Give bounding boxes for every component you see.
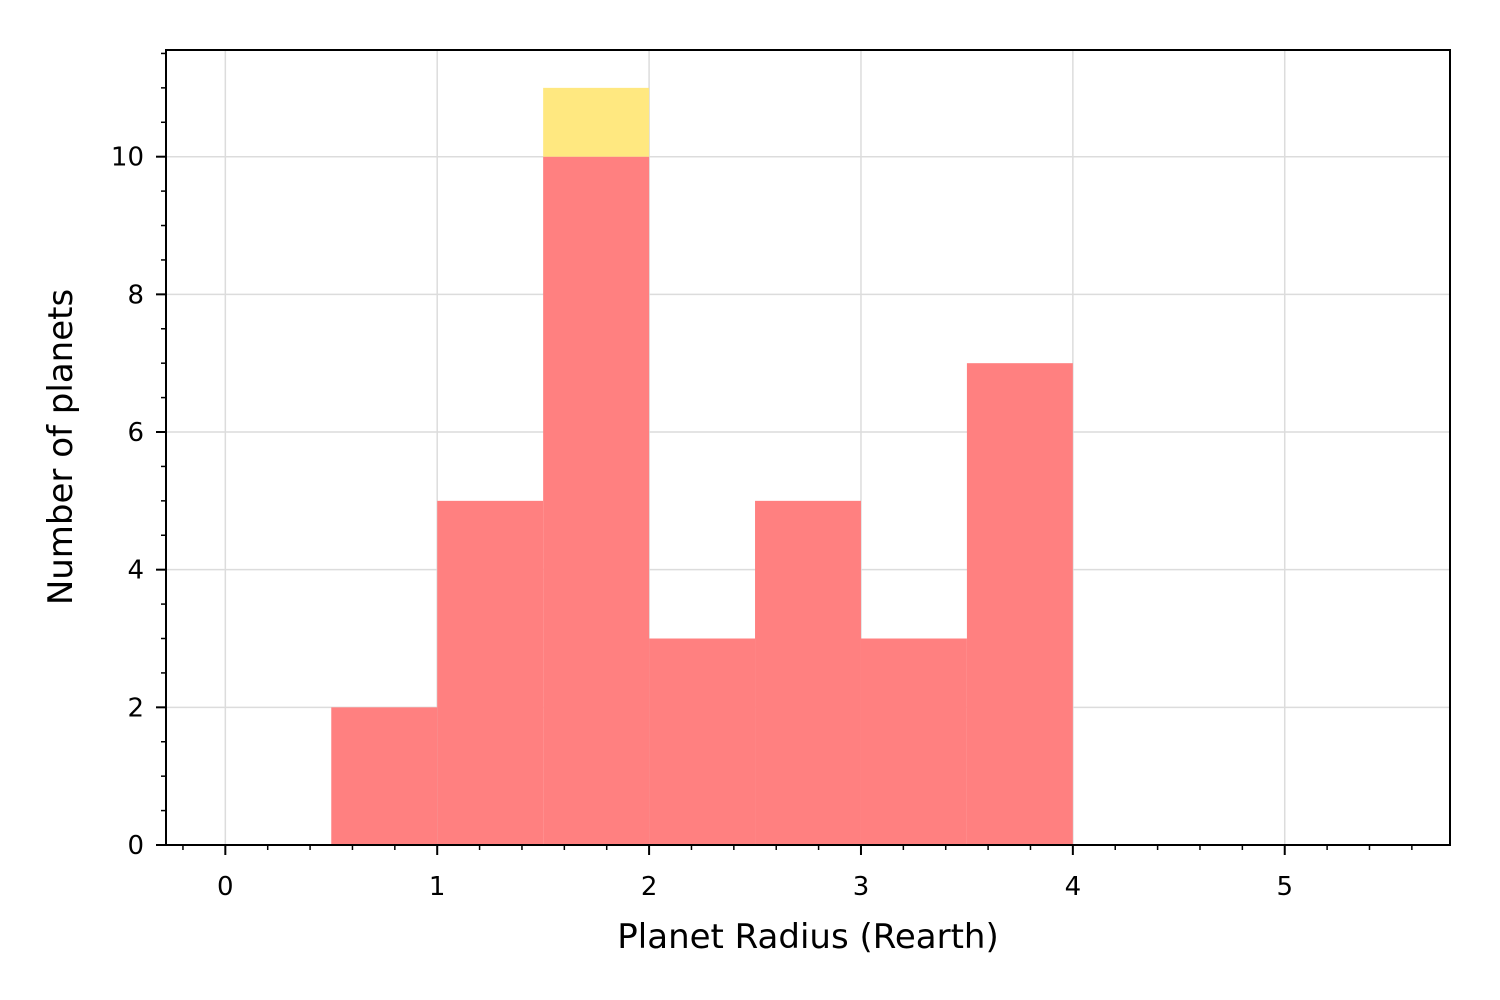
x-tick-label: 5 — [1276, 872, 1293, 902]
x-tick-label: 3 — [853, 872, 870, 902]
bars — [331, 87, 1073, 846]
y-axis-label: Number of planets — [41, 289, 81, 605]
x-axis-label: Planet Radius (Rearth) — [617, 917, 998, 957]
y-tick-label: 0 — [127, 831, 144, 861]
histogram-bar — [331, 707, 438, 845]
y-tick-label: 4 — [127, 556, 144, 586]
y-tick-label: 6 — [127, 418, 144, 448]
histogram-bar — [543, 87, 650, 157]
axis-ticks: 0 1 2 3 4 5 0 2 4 6 8 10 — [111, 52, 1413, 902]
x-tick-label: 4 — [1065, 872, 1082, 902]
histogram-bar — [649, 638, 756, 845]
y-tick-label: 8 — [127, 280, 144, 310]
x-tick-label: 2 — [641, 872, 658, 902]
plot-frame — [165, 49, 1451, 846]
histogram-bar — [860, 638, 967, 845]
histogram-bar — [966, 363, 1073, 845]
x-tick-label: 0 — [217, 872, 234, 902]
y-tick-label: 10 — [111, 143, 144, 173]
x-tick-label: 1 — [429, 872, 446, 902]
histogram-bar — [543, 156, 650, 846]
y-tick-label: 2 — [127, 693, 144, 723]
histogram-bar — [755, 500, 861, 845]
histogram-bar — [437, 500, 544, 845]
